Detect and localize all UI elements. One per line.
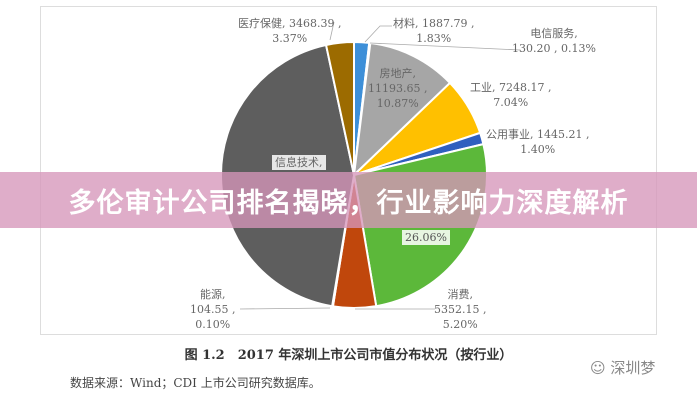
chart-frame	[40, 6, 657, 335]
label-telecom: 电信服务, 130.20 , 0.13%	[512, 27, 596, 55]
data-source: 数据来源：Wind；CDI 上市公司研究数据库。	[70, 376, 321, 390]
label-green: 26.06%	[402, 230, 450, 245]
label-energy: 能源, 104.55 , 0.10%	[190, 288, 236, 331]
label-materials: 材料, 1887.79 , 1.83%	[393, 17, 475, 45]
leader-line	[364, 25, 392, 43]
leader-line	[369, 42, 521, 51]
wechat-icon: ☺	[590, 359, 611, 377]
label-utilities: 公用事业, 1445.21 , 1.40%	[486, 128, 590, 156]
title-banner: 多伦审计公司排名揭晓，行业影响力深度解析	[0, 172, 697, 228]
leader-line	[329, 21, 335, 41]
label-consumer: 消费, 5352.15 , 5.20%	[434, 288, 487, 331]
label-industrial: 工业, 7248.17 , 7.04%	[470, 81, 552, 109]
label-it: 信息技术,	[272, 155, 326, 170]
label-healthcare: 医疗保健, 3468.39 , 3.37%	[238, 17, 342, 45]
leader-line	[239, 307, 331, 310]
watermark: ☺ 深圳梦	[590, 359, 656, 377]
label-real-estate: 房地产, 11193.65 , 10.87%	[368, 67, 428, 110]
banner-title: 多伦审计公司排名揭晓，行业影响力深度解析	[68, 187, 629, 219]
pie-slice-医疗保健	[324, 40, 355, 176]
figure-caption: 图 1.2 2017 年深圳上市公司市值分布状况（按行业）	[184, 348, 513, 363]
